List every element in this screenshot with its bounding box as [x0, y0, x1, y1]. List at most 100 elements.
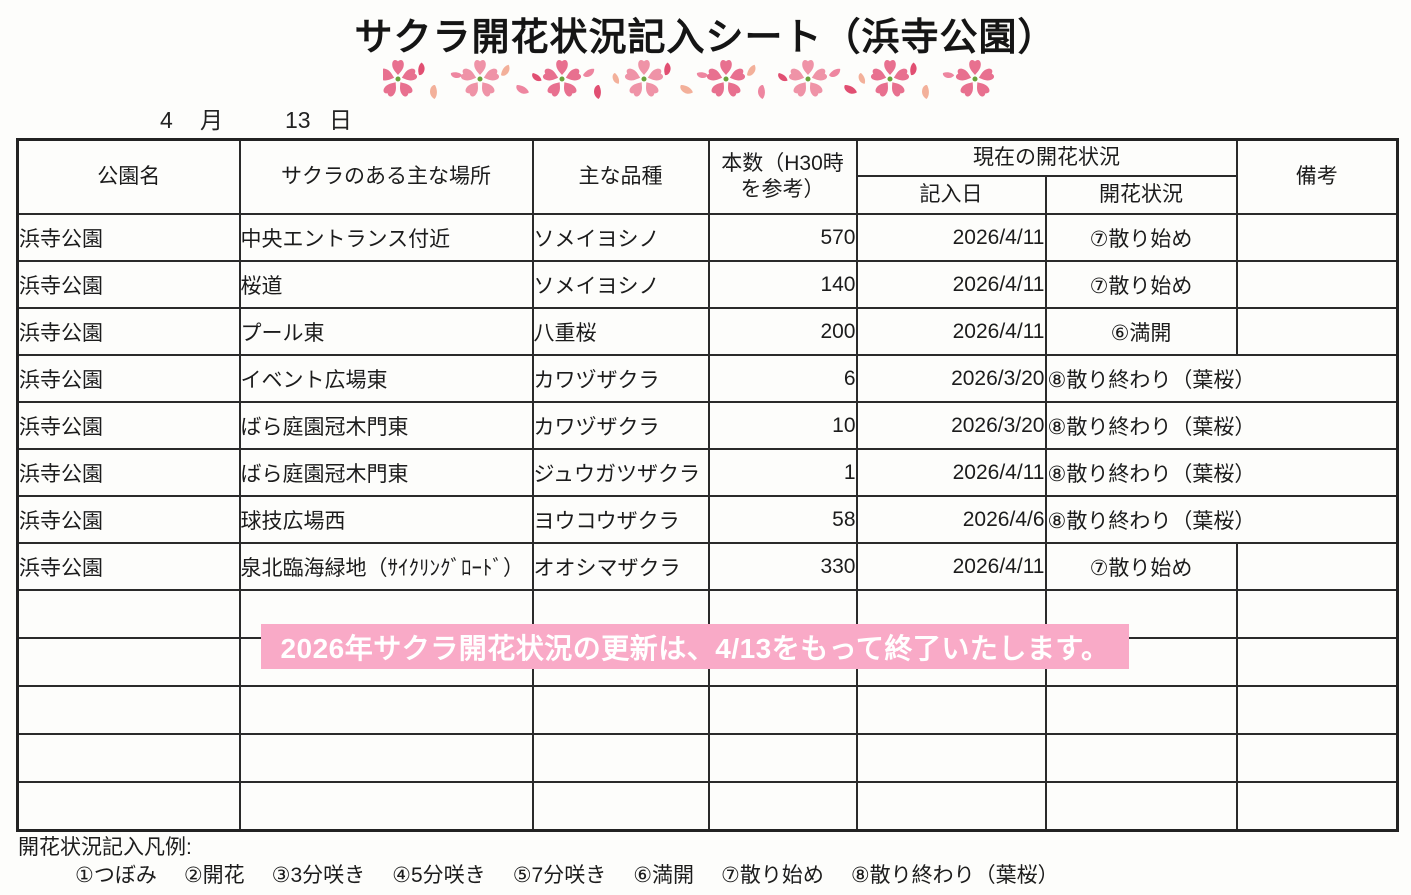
table-row [16, 781, 1399, 832]
entry-date-cell: 2026/4/11 [855, 542, 1047, 591]
entry-date-cell: 2026/3/20 [855, 354, 1047, 403]
location-cell: 球技広場西 [238, 495, 534, 544]
location-cell: プール東 [238, 307, 534, 356]
remarks-cell [1235, 637, 1399, 687]
tree-count-cell: 10 [707, 401, 858, 450]
page-title: サクラ開花状況記入シート（浜寺公園） [354, 17, 1057, 59]
header-tree-count: 本数（H30時 を参考） [707, 138, 858, 215]
entry-date-cell: 2026/4/11 [855, 260, 1047, 309]
table-row [16, 685, 1399, 735]
entry-date-cell [855, 733, 1047, 783]
tree-count-cell [707, 781, 858, 832]
bloom-status-cell [1044, 589, 1238, 639]
legend-item: ②開花 [183, 864, 245, 887]
variety-cell [531, 685, 710, 735]
header-entry-date: 記入日 [855, 175, 1047, 215]
location-cell [238, 733, 534, 783]
location-cell: 泉北臨海緑地（ｻｲｸﾘﾝｸﾞﾛｰﾄﾞ） [238, 542, 534, 591]
header-tree-count-line2: を参考） [740, 178, 825, 201]
variety-cell [531, 733, 710, 783]
tree-count-cell: 6 [707, 354, 858, 403]
location-cell: ばら庭園冠木門東 [238, 448, 534, 497]
park-name-cell: 浜寺公園 [16, 260, 241, 309]
sakura-border-icon [383, 59, 995, 99]
table-row: 浜寺公園 球技広場西 ヨウコウザクラ 58 2026/4/6 ⑧散り終わり（葉桜… [16, 495, 1399, 544]
tree-count-cell [707, 685, 858, 735]
tree-count-cell: 1 [707, 448, 858, 497]
date-month-value: 4 [160, 107, 173, 133]
header-main-variety: 主な品種 [531, 138, 710, 215]
location-cell: 桜道 [238, 260, 534, 309]
entry-date-cell [855, 781, 1047, 832]
tree-count-cell: 570 [707, 213, 858, 262]
park-name-cell: 浜寺公園 [16, 354, 241, 403]
park-name-cell: 浜寺公園 [16, 307, 241, 356]
header-bloom-status: 開花状況 [1044, 175, 1238, 215]
variety-cell: カワヅザクラ [531, 401, 710, 450]
variety-cell: ヨウコウザクラ [531, 495, 710, 544]
variety-cell [531, 781, 710, 832]
date-line: 4 月 13 日 [160, 101, 352, 135]
legend-item: ④5分咲き [392, 864, 486, 887]
bloom-status-cell: ⑧散り終わり（葉桜） [1044, 401, 1399, 450]
tree-count-cell: 58 [707, 495, 858, 544]
location-cell [238, 781, 534, 832]
header-park-name: 公園名 [16, 138, 241, 215]
tree-count-cell: 330 [707, 542, 858, 591]
header-current-bloom-status: 現在の開花状況 [855, 138, 1238, 177]
park-name-cell: 浜寺公園 [16, 495, 241, 544]
variety-cell: カワヅザクラ [531, 354, 710, 403]
date-day-unit: 日 [329, 107, 352, 133]
table-row: 浜寺公園 桜道 ソメイヨシノ 140 2026/4/11 ⑦散り始め [16, 260, 1399, 309]
tree-count-cell [707, 733, 858, 783]
legend-item: ⑦散り始め [721, 864, 824, 887]
date-day-value: 13 [285, 107, 311, 133]
remarks-cell [1235, 781, 1399, 832]
park-name-cell [16, 589, 241, 639]
bloom-status-cell [1044, 781, 1238, 832]
end-of-updates-notice: 2026年サクラ開花状況の更新は、4/13をもって終了いたします。 [261, 624, 1129, 669]
table-row: 浜寺公園 ばら庭園冠木門東 カワヅザクラ 10 2026/3/20 ⑧散り終わり… [16, 401, 1399, 450]
remarks-cell [1235, 213, 1399, 262]
bloom-status-cell: ⑧散り終わり（葉桜） [1044, 354, 1399, 403]
bloom-status-cell: ⑧散り終わり（葉桜） [1044, 495, 1399, 544]
entry-date-cell: 2026/4/11 [855, 307, 1047, 356]
table-row: 浜寺公園 プール東 八重桜 200 2026/4/11 ⑥満開 [16, 307, 1399, 356]
entry-date-cell [855, 685, 1047, 735]
table-row: 浜寺公園 中央エントランス付近 ソメイヨシノ 570 2026/4/11 ⑦散り… [16, 213, 1399, 262]
park-name-cell [16, 637, 241, 687]
park-name-cell [16, 733, 241, 783]
table-row: 浜寺公園 イベント広場東 カワヅザクラ 6 2026/3/20 ⑧散り終わり（葉… [16, 354, 1399, 403]
park-name-cell [16, 685, 241, 735]
remarks-cell [1235, 307, 1399, 356]
legend-item: ③3分咲き [271, 864, 366, 887]
park-name-cell: 浜寺公園 [16, 401, 241, 450]
variety-cell: 八重桜 [531, 307, 710, 356]
legend-item: ①つぼみ [75, 864, 157, 887]
location-cell: ばら庭園冠木門東 [238, 401, 534, 450]
header-main-location: サクラのある主な場所 [238, 138, 534, 215]
remarks-cell [1235, 542, 1399, 591]
park-name-cell: 浜寺公園 [16, 448, 241, 497]
table-row [16, 733, 1399, 783]
legend-item: ⑤7分咲き [512, 864, 607, 887]
variety-cell: ジュウガツザクラ [531, 448, 710, 497]
legend-item: ⑧散り終わり（葉桜） [850, 864, 1059, 887]
bloom-status-cell: ⑧散り終わり（葉桜） [1044, 448, 1399, 497]
location-cell: イベント広場東 [238, 354, 534, 403]
header-remarks: 備考 [1235, 138, 1399, 215]
location-cell [238, 685, 534, 735]
park-name-cell: 浜寺公園 [16, 213, 241, 262]
tree-count-cell: 140 [707, 260, 858, 309]
remarks-cell [1235, 733, 1399, 783]
remarks-cell [1235, 589, 1399, 639]
entry-date-cell: 2026/4/6 [855, 495, 1047, 544]
bloom-status-cell: ⑦散り始め [1044, 542, 1238, 591]
remarks-cell [1235, 685, 1399, 735]
legend-items: ①つぼみ ②開花 ③3分咲き ④5分咲き ⑤7分咲き ⑥満開 ⑦散り始め ⑧散り終わり（葉桜） [75, 859, 1059, 889]
bloom-status-cell [1044, 733, 1238, 783]
header-tree-count-line1: 本数（H30時 [721, 151, 844, 175]
tree-count-cell: 200 [707, 307, 858, 356]
location-cell: 中央エントランス付近 [238, 213, 534, 262]
